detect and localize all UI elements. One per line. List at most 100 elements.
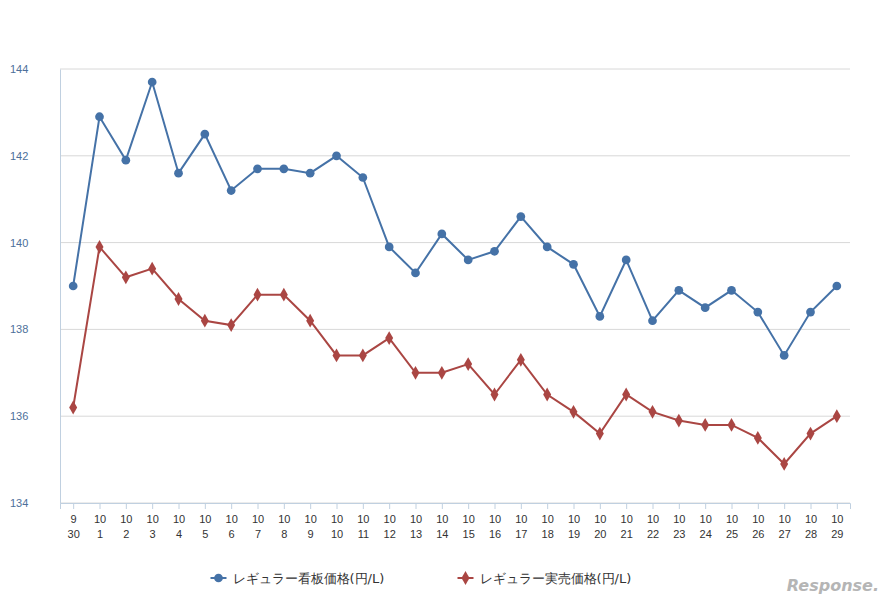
x-tick-label: 105 bbox=[199, 513, 211, 540]
x-tick-mark bbox=[363, 503, 364, 509]
series-marker bbox=[148, 78, 157, 87]
x-tick-label-line: 29 bbox=[831, 528, 843, 540]
x-tick: 1023 bbox=[673, 503, 685, 540]
series-marker bbox=[780, 351, 789, 360]
x-tick: 1021 bbox=[621, 503, 633, 540]
x-tick-mark bbox=[784, 503, 785, 509]
x-tick-label-line: 12 bbox=[384, 528, 396, 540]
x-tick-label-line: 30 bbox=[68, 528, 80, 540]
y-tick-label: 138 bbox=[10, 323, 28, 335]
x-tick-label-line: 15 bbox=[463, 528, 475, 540]
x-tick-label-line: 4 bbox=[176, 528, 182, 540]
x-tick-mark bbox=[100, 503, 101, 509]
chart: 1341361381401421449301011021031041051061… bbox=[0, 0, 891, 605]
x-tick-label-line: 28 bbox=[805, 528, 817, 540]
x-tick-label-line: 10 bbox=[594, 513, 606, 525]
x-tick-label: 1026 bbox=[752, 513, 764, 540]
series-marker bbox=[543, 243, 552, 252]
series-line bbox=[73, 82, 837, 355]
y-tick: 136 bbox=[10, 410, 60, 422]
x-tick-label-line: 3 bbox=[150, 528, 156, 540]
x-tick: 1019 bbox=[568, 503, 580, 540]
series-marker bbox=[121, 156, 130, 165]
x-tick-label-line: 10 bbox=[331, 528, 343, 540]
x-tick-label: 1020 bbox=[594, 513, 606, 540]
y-tick: 134 bbox=[10, 497, 60, 509]
x-tick: 1014 bbox=[436, 503, 448, 540]
x-tick-mark bbox=[547, 503, 548, 509]
x-tick-label: 101 bbox=[94, 513, 106, 540]
series-marker bbox=[358, 173, 367, 182]
x-tick-label: 1028 bbox=[805, 513, 817, 540]
x-tick-label-line: 26 bbox=[752, 528, 764, 540]
y-tick-label: 134 bbox=[10, 497, 28, 509]
series-marker bbox=[570, 405, 578, 419]
legend-label: レギュラー実売価格(円/L) bbox=[480, 571, 632, 586]
x-tick-label-line: 10 bbox=[278, 513, 290, 525]
x-tick-mark bbox=[574, 503, 575, 509]
x-tick: 103 bbox=[147, 503, 159, 540]
x-tick-label: 106 bbox=[226, 513, 238, 540]
series-marker bbox=[807, 427, 815, 441]
x-tick-mark bbox=[811, 503, 812, 509]
series-marker bbox=[596, 427, 604, 441]
x-tick-mark bbox=[758, 503, 759, 509]
series-marker bbox=[832, 282, 841, 291]
x-tick-label: 1019 bbox=[568, 513, 580, 540]
x-tick-mark bbox=[705, 503, 706, 509]
x-tick: 1028 bbox=[805, 503, 817, 540]
series-marker bbox=[464, 256, 473, 265]
x-tick-label: 1023 bbox=[673, 513, 685, 540]
series-marker bbox=[122, 270, 130, 284]
x-tick: 1010 bbox=[331, 503, 343, 540]
x-tick-label: 1014 bbox=[436, 513, 448, 540]
y-tick-label: 142 bbox=[10, 150, 28, 162]
x-tick-label-line: 16 bbox=[489, 528, 501, 540]
series-marker bbox=[359, 349, 367, 363]
series-marker bbox=[437, 230, 446, 239]
x-tick-label-line: 23 bbox=[673, 528, 685, 540]
x-tick-label-line: 9 bbox=[71, 513, 77, 525]
x-tick: 108 bbox=[278, 503, 290, 540]
x-tick-mark bbox=[337, 503, 338, 509]
x-tick: 1011 bbox=[357, 503, 369, 540]
series-marker bbox=[200, 130, 209, 139]
y-tick: 140 bbox=[10, 237, 60, 249]
x-tick-label-line: 7 bbox=[255, 528, 261, 540]
series-marker bbox=[649, 405, 657, 419]
x-tick-mark bbox=[442, 503, 443, 509]
x-tick-label-line: 10 bbox=[147, 513, 159, 525]
series-marker bbox=[332, 151, 341, 160]
x-tick-label-line: 1 bbox=[97, 528, 103, 540]
x-tick: 1027 bbox=[779, 503, 791, 540]
series-marker bbox=[385, 243, 394, 252]
grid-line bbox=[60, 329, 850, 330]
x-tick: 101 bbox=[94, 503, 106, 540]
x-tick: 1016 bbox=[489, 503, 501, 540]
grid-line bbox=[60, 69, 850, 70]
series-marker bbox=[306, 314, 314, 328]
x-tick: 1012 bbox=[384, 503, 396, 540]
x-tick: 1024 bbox=[700, 503, 712, 540]
series-marker bbox=[438, 366, 446, 380]
series-marker bbox=[701, 303, 710, 312]
x-tick-label-line: 25 bbox=[726, 528, 738, 540]
x-tick-label-line: 10 bbox=[94, 513, 106, 525]
y-tick-label: 140 bbox=[10, 237, 28, 249]
x-tick-label-line: 11 bbox=[358, 528, 369, 540]
x-tick-label: 1027 bbox=[779, 513, 791, 540]
x-tick-label-line: 10 bbox=[120, 513, 132, 525]
x-tick-label-line: 10 bbox=[226, 513, 238, 525]
x-tick-label: 108 bbox=[278, 513, 290, 540]
x-tick-mark bbox=[600, 503, 601, 509]
x-tick-label-line: 10 bbox=[515, 513, 527, 525]
x-tick: 1025 bbox=[726, 503, 738, 540]
x-tick-label-line: 10 bbox=[489, 513, 501, 525]
x-tick: 1029 bbox=[831, 503, 843, 540]
x-tick-mark bbox=[679, 503, 680, 509]
y-axis: 134136138140142144 bbox=[10, 63, 61, 509]
x-axis: 9301011021031041051061071081091010101110… bbox=[61, 503, 851, 540]
series-marker bbox=[227, 186, 236, 195]
series-marker bbox=[279, 164, 288, 173]
x-axis-line bbox=[61, 504, 851, 510]
